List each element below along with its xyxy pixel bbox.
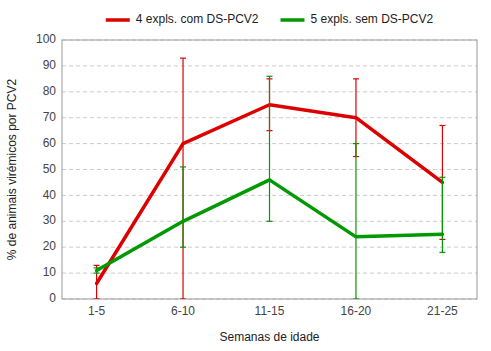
y-tick-label: 20 [43, 239, 57, 253]
y-tick-label: 100 [36, 32, 56, 46]
error-stem [182, 167, 183, 247]
series [94, 58, 446, 299]
x-tick-label: 11-15 [255, 304, 285, 318]
grid-line [62, 221, 477, 222]
x-tick-label: 16-20 [341, 304, 372, 318]
error-cap [439, 177, 445, 178]
x-tick-label: 21-25 [427, 304, 458, 318]
axes: 0 10 20 30 40 50 60 70 80 90 100 1-5 6-10 11-15 16-20 2… [36, 32, 477, 318]
error-cap [439, 125, 445, 126]
y-tick-label: 70 [43, 110, 57, 124]
error-bar [353, 144, 359, 299]
error-cap [180, 298, 186, 299]
error-cap [94, 298, 100, 299]
x-tick-label: 6-10 [171, 304, 195, 318]
error-cap [94, 265, 100, 266]
x-tick-label: 1-5 [88, 304, 106, 318]
error-cap [439, 252, 445, 253]
error-cap [180, 166, 186, 167]
y-tick-label: 40 [43, 188, 57, 202]
error-cap [267, 76, 273, 77]
y-tick-label: 80 [43, 84, 57, 98]
legend-swatch [106, 18, 130, 22]
grid-line [62, 65, 477, 66]
x-axis-label: Semanas de idade [219, 330, 319, 344]
error-bar [180, 167, 186, 247]
error-cap [353, 143, 359, 144]
error-cap [353, 78, 359, 79]
error-cap [267, 221, 273, 222]
y-axis-label: % de animais virémicos por PCV2 [5, 78, 19, 260]
error-stem [355, 144, 356, 299]
error-bar [439, 177, 445, 252]
plot-data [94, 58, 446, 299]
legend-label: 4 expls. com DS-PCV2 [136, 12, 259, 26]
legend: 4 expls. com DS-PCV2 5 expls. sem DS-PCV2 [106, 12, 434, 26]
y-tick-label: 30 [43, 213, 57, 227]
error-cap [180, 247, 186, 248]
y-tick-label: 50 [43, 162, 57, 176]
y-tick-label: 10 [43, 265, 57, 279]
y-tick-label: 0 [49, 291, 56, 305]
legend-item: 4 expls. com DS-PCV2 [106, 12, 259, 26]
y-tick-label: 90 [43, 58, 57, 72]
legend-label: 5 expls. sem DS-PCV2 [311, 12, 434, 26]
y-tick-label: 60 [43, 136, 57, 150]
series [94, 76, 446, 299]
grid-line [62, 273, 477, 274]
series-line [97, 180, 443, 271]
error-stem [182, 58, 183, 299]
grid-line [62, 247, 477, 248]
error-cap [353, 298, 359, 299]
error-bar [180, 58, 186, 299]
error-cap [180, 58, 186, 59]
chart: 0 10 20 30 40 50 60 70 80 90 100 1-5 6-10 11-15 16-20 2… [0, 0, 491, 351]
error-stem [269, 76, 270, 221]
legend-swatch [281, 18, 305, 22]
error-cap [94, 273, 100, 274]
plot-frame [62, 40, 477, 299]
error-bar [267, 76, 273, 221]
legend-item: 5 expls. sem DS-PCV2 [281, 12, 434, 26]
error-stem [442, 177, 443, 252]
